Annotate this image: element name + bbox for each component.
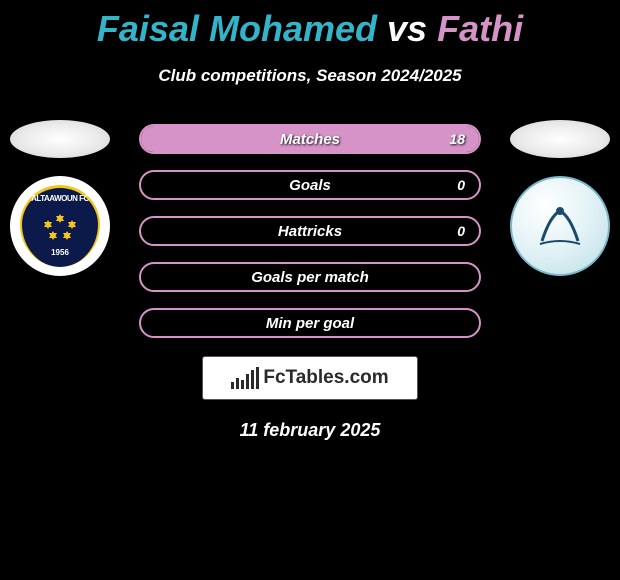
stat-bar: Matches 18 bbox=[139, 124, 481, 154]
club-right-logo-icon bbox=[530, 196, 590, 256]
stat-label: Goals per match bbox=[251, 269, 369, 286]
stat-value-right: 0 bbox=[457, 177, 465, 193]
comparison-title: Faisal Mohamed vs Fathi bbox=[0, 0, 620, 50]
player1-name: Faisal Mohamed bbox=[97, 8, 377, 49]
club-right-badge bbox=[510, 176, 610, 276]
subtitle: Club competitions, Season 2024/2025 bbox=[0, 66, 620, 86]
player2-name: Fathi bbox=[437, 8, 523, 49]
badge-ball-icon bbox=[46, 214, 74, 242]
comparison-date: 11 february 2025 bbox=[0, 420, 620, 441]
club-left-badge-inner: ALTAAWOUN FC 1956 bbox=[20, 185, 100, 267]
club-left-badge: ALTAAWOUN FC 1956 bbox=[10, 176, 110, 276]
stat-value-right: 0 bbox=[457, 223, 465, 239]
player1-photo bbox=[10, 120, 110, 158]
stat-label: Matches bbox=[280, 131, 340, 148]
stat-label: Goals bbox=[289, 177, 331, 194]
watermark-chart-icon bbox=[231, 367, 259, 389]
stat-bar: Goals per match bbox=[139, 262, 481, 292]
stat-bar: Min per goal bbox=[139, 308, 481, 338]
stat-bar: Hattricks 0 bbox=[139, 216, 481, 246]
watermark: FcTables.com bbox=[202, 356, 418, 400]
player2-photo bbox=[510, 120, 610, 158]
club-right-panel bbox=[510, 120, 610, 276]
vs-text: vs bbox=[387, 8, 427, 49]
watermark-text: FcTables.com bbox=[263, 367, 388, 389]
stat-bar: Goals 0 bbox=[139, 170, 481, 200]
club-left-panel: ALTAAWOUN FC 1956 bbox=[10, 120, 110, 276]
stat-label: Min per goal bbox=[266, 315, 354, 332]
stat-label: Hattricks bbox=[278, 223, 342, 240]
club-left-year: 1956 bbox=[51, 248, 69, 257]
club-left-name: ALTAAWOUN FC bbox=[31, 194, 89, 203]
stat-value-right: 18 bbox=[449, 131, 465, 147]
